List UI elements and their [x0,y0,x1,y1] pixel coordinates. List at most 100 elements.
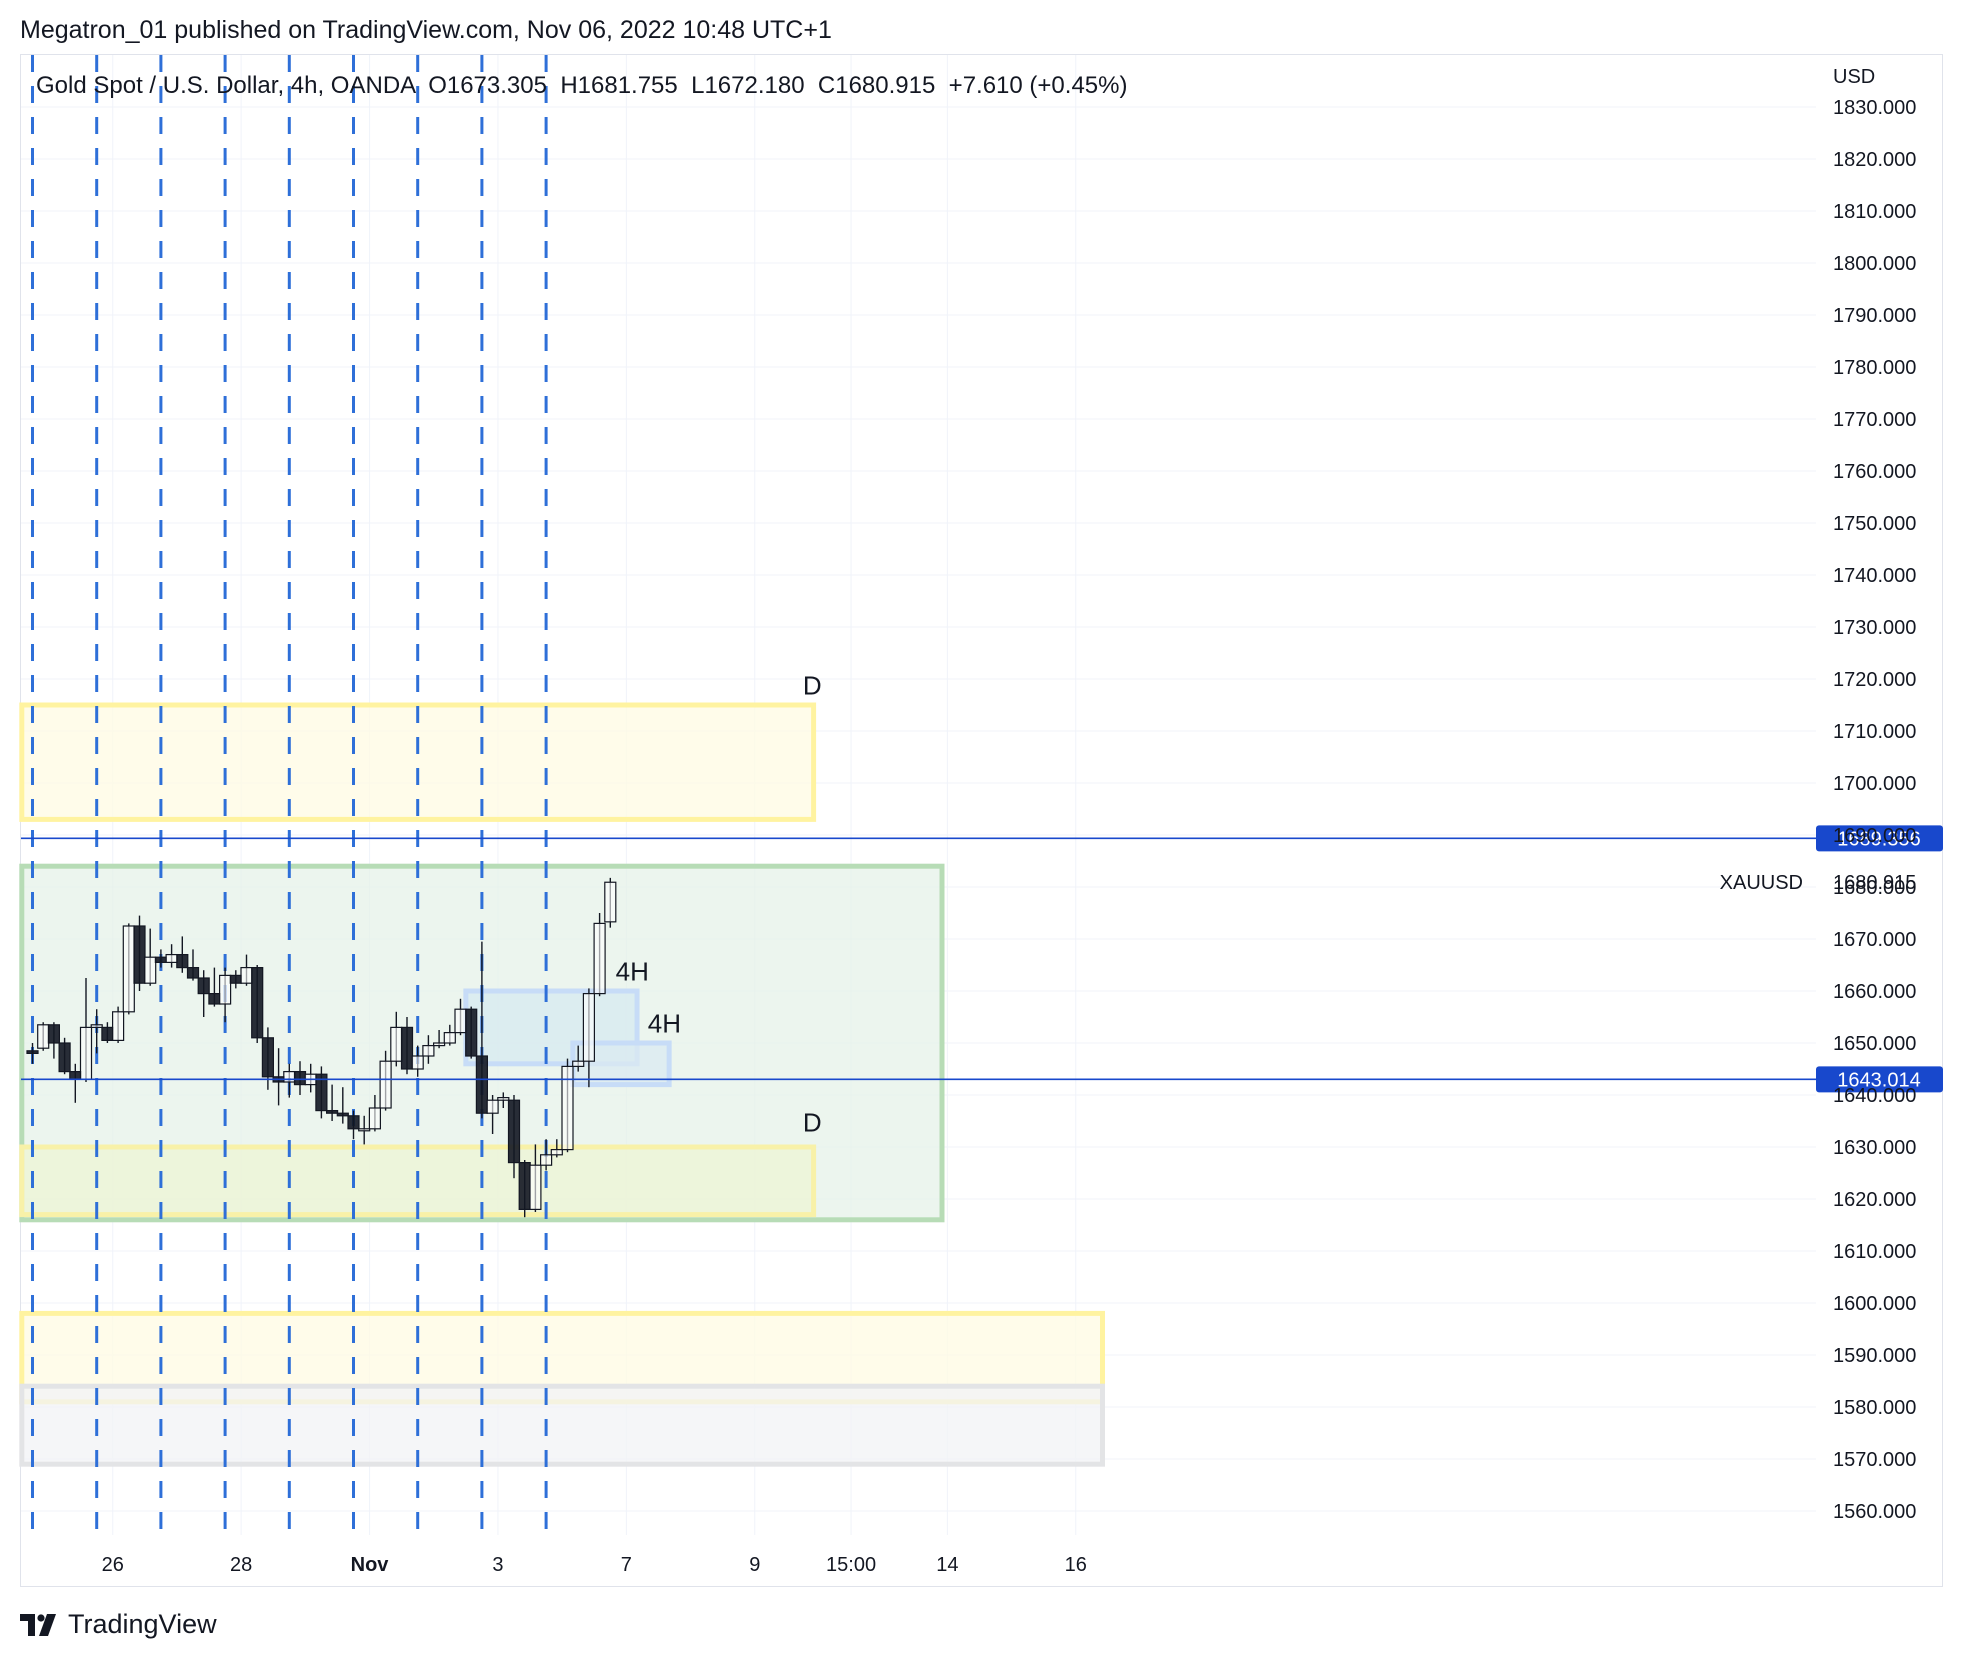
candle-body-down [326,1109,339,1114]
candle-body-down [465,1008,478,1057]
time-tick-label: 14 [936,1554,958,1576]
candle-body-up [443,1031,456,1044]
price-tick-label: 1800.000 [1833,253,1916,275]
legend-symbol[interactable]: Gold Spot / U.S. Dollar, 4h, OANDA [36,72,415,99]
candle-body-up [144,956,157,984]
candle-body-up [486,1099,499,1114]
candle-body-down [208,992,221,1005]
candle-body-down [186,966,200,979]
price-line-tag-label: 1689.356 [1837,828,1920,850]
candle [561,1058,574,1153]
symbol-legend: Gold Spot / U.S. Dollar, 4h, OANDA O1673… [36,72,1127,100]
candle [550,1139,563,1158]
zone-label-supply-D: D [803,671,822,701]
candle-body-up [37,1024,50,1049]
candle [144,928,157,986]
price-tick-label: 1740.000 [1833,565,1916,587]
price-tick-label: 1660.000 [1833,981,1916,1003]
price-tick-label: 1560.000 [1833,1501,1916,1523]
time-axis[interactable]: 26 28 Nov 3 7 9 15:00 14 16 [102,1554,1087,1576]
price-line-tag-bg [1816,825,1943,852]
time-tick-label: 26 [102,1554,124,1576]
tradingview-brand[interactable]: TradingView [68,1609,217,1639]
candle [475,941,488,1119]
zone-label-4H-1: 4H [616,957,649,987]
candle-body-down [261,1037,274,1078]
price-tick-label: 1580.000 [1833,1397,1916,1419]
legend-change: +7.610 (+0.45%) [948,72,1128,99]
candles [26,877,617,1218]
candle [465,1006,478,1059]
price-tick-label: 1630.000 [1833,1137,1916,1159]
candle-body-up [454,1008,467,1034]
legend-high: H1681.755 [560,72,678,99]
currency-label: USD [1833,66,1876,88]
price-lines: 1689.356 1643.014 [21,825,1943,1093]
price-tick-label: 1680.000 [1833,877,1916,899]
candle-body-down [69,1070,82,1080]
candle [411,1045,424,1077]
candle [604,877,617,928]
symbol-label: XAUUSD [1720,872,1803,894]
legend-open: O1673.305 [428,72,547,99]
candle [122,923,135,1015]
candle-body-up [593,922,606,995]
candle-body-up [422,1044,435,1057]
price-tick-label: 1570.000 [1833,1449,1916,1471]
candle [47,1022,61,1059]
candle-body-down [176,953,189,969]
price-line-tag-bg [1816,1066,1943,1093]
candle-body-down [133,925,146,984]
candle [336,1087,349,1124]
candle [486,1095,499,1134]
price-tick-label: 1650.000 [1833,1033,1916,1055]
candle-body-up [165,953,178,963]
price-tick-label: 1750.000 [1833,513,1916,535]
candle [219,967,232,1023]
price-tick-label: 1600.000 [1833,1293,1916,1315]
candle-body-up [368,1107,381,1130]
zone-labels: D D 4H 4H [616,671,822,1138]
candle-body-down [347,1115,360,1130]
price-line-tag: 1643.014 [1816,1066,1943,1093]
candle-body-down [229,974,242,984]
price-tick-label: 1730.000 [1833,617,1916,639]
candle-body-up [561,1065,574,1151]
candle [507,1095,521,1179]
candle [368,1095,381,1132]
candle-body-up [572,1060,585,1067]
candle [111,1006,125,1043]
candle-body-down [47,1024,61,1044]
price-tick-label: 1810.000 [1833,201,1916,223]
tradingview-logo-icon[interactable] [20,1613,58,1636]
candle-body-up [111,1011,125,1041]
candle [176,936,189,973]
candle-body-down [507,1099,521,1164]
candle [326,1084,339,1121]
candle [315,1066,328,1119]
candle-body-down [336,1112,349,1117]
candle [186,949,200,981]
candle-body-up [358,1128,371,1132]
price-tick-label: 1610.000 [1833,1241,1916,1263]
price-tick-label: 1670.000 [1833,929,1916,951]
candle-body-up [582,992,596,1062]
candle [133,915,146,991]
price-axis[interactable]: 1830.000 1820.000 1810.000 1800.000 1790.000… [1720,97,1917,1523]
candle [582,988,596,1088]
candle [400,1017,414,1075]
price-line-tag-label: 1643.014 [1837,1069,1920,1091]
time-tick-label: Nov [351,1554,390,1576]
candle-body-down [315,1073,328,1112]
candle-body-up [283,1070,296,1083]
candle-body-down [101,1026,114,1042]
price-tick-label: 1710.000 [1833,721,1916,743]
zone-label-demand-D: D [803,1107,822,1137]
candle-body-up [122,925,135,1013]
candle-body-up [411,1055,424,1070]
candle [197,970,210,1017]
candle [443,1024,456,1046]
candle [497,1092,510,1108]
candle-body-up [433,1042,446,1047]
